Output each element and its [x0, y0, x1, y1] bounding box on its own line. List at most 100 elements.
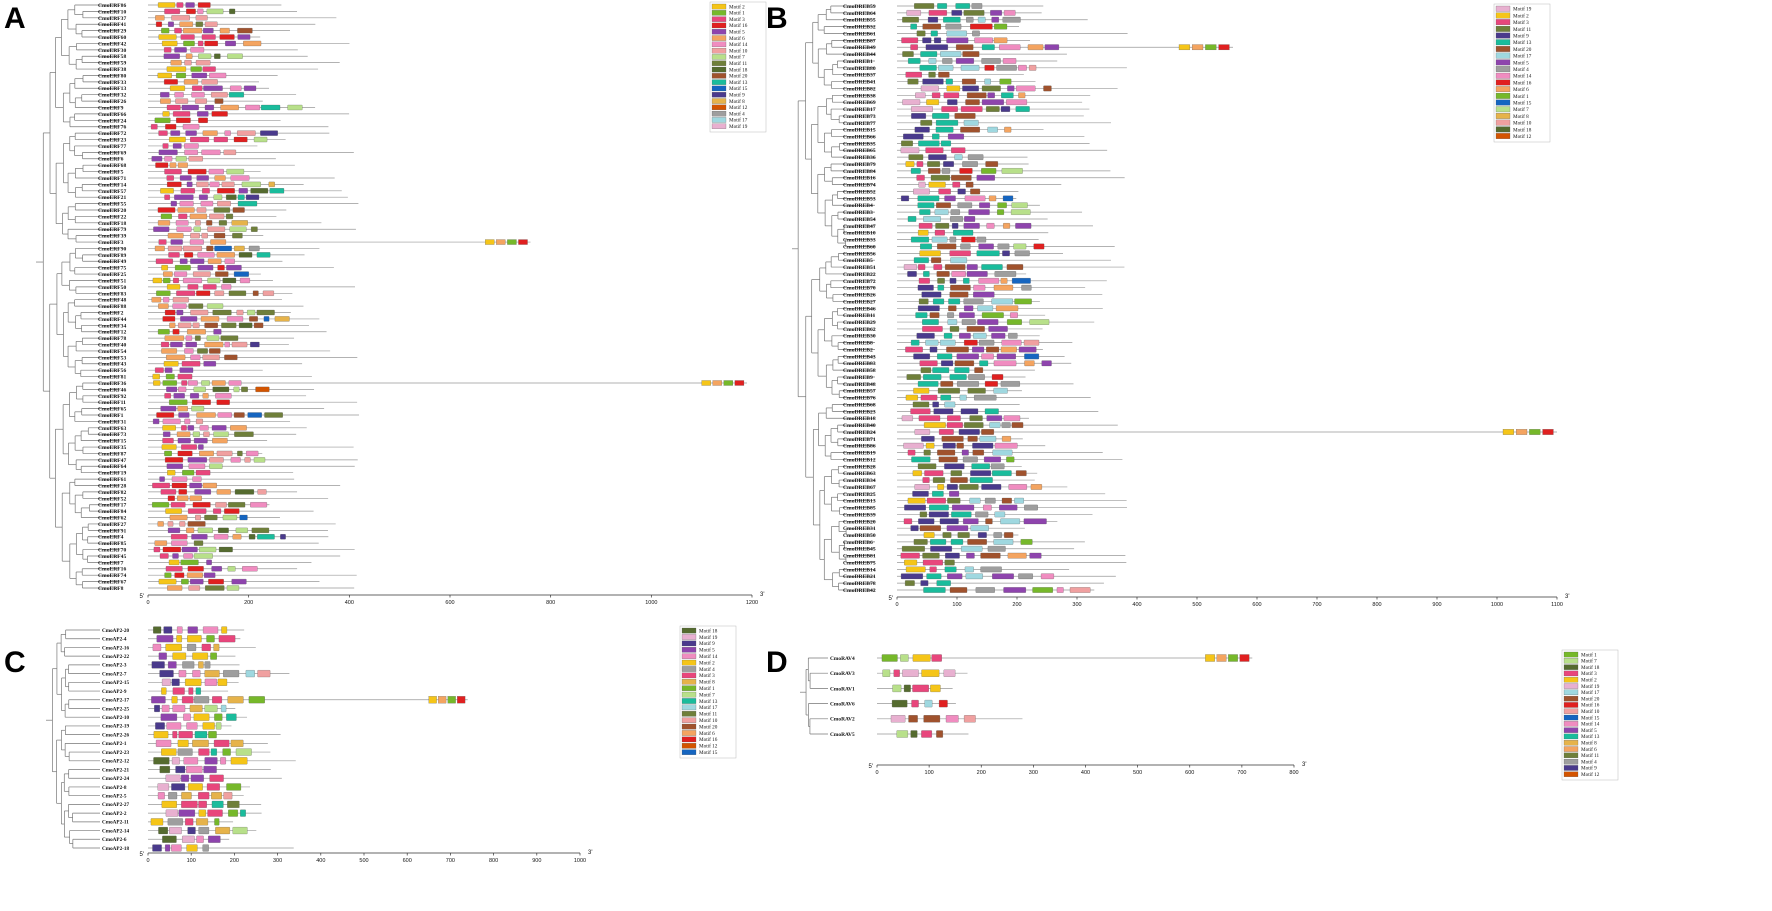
motif-box [1003, 10, 1016, 16]
motif-box [1205, 44, 1217, 51]
gene-name: CmoERF86 [98, 3, 126, 9]
motif-box [171, 540, 188, 546]
gene-row: CmoAP2-10 [102, 713, 248, 721]
motif-box [164, 572, 172, 578]
motif-box [919, 209, 931, 215]
legend-swatch [1563, 758, 1579, 765]
gene-row: CmoRAV4 [830, 654, 1253, 662]
gene-name: CmoERF29 [98, 29, 126, 35]
gene-name: CmoDREB73 [843, 114, 876, 120]
motif-box [179, 521, 186, 527]
motif-box [213, 329, 222, 335]
motif-box [428, 696, 437, 704]
motif-box [944, 195, 956, 202]
motif-box [204, 514, 218, 521]
motif-box [208, 835, 221, 843]
motif-box [916, 174, 925, 181]
motif-box [223, 670, 240, 678]
gene-row: CmoDREB50 [843, 532, 1019, 539]
gene-name: CmoERF12 [98, 330, 126, 336]
motif-box [214, 290, 225, 296]
motif-box [922, 326, 943, 332]
motif-box [987, 126, 998, 133]
motif-box [961, 236, 976, 243]
gene-row: CmoERF53 [98, 354, 358, 361]
motif-box [964, 715, 976, 723]
legend-label: Motif 18 [1513, 126, 1532, 133]
gene-row: CmoDREB61 [843, 30, 1128, 37]
legend-swatch [681, 627, 697, 634]
motif-box [174, 92, 184, 98]
motif-box [923, 587, 946, 593]
motif-box [208, 731, 217, 739]
gene-name: CmoDREB77 [843, 121, 876, 127]
motif-box [166, 104, 181, 111]
motif-box [213, 643, 220, 651]
gene-row: CmoERF16 [98, 566, 298, 573]
motif-box [232, 827, 248, 835]
legend-swatch [1563, 658, 1579, 664]
gene-name: CmoDREB14 [843, 567, 876, 573]
motif-box [165, 774, 181, 782]
motif-box [977, 532, 987, 538]
motif-box [157, 783, 169, 791]
motif-box [213, 431, 229, 437]
gene-name: CmoERF32 [98, 93, 126, 99]
gene-row: CmoDREB3 [843, 209, 1083, 216]
legend-swatch [1495, 106, 1511, 113]
motif-box [937, 484, 945, 490]
motif-box [911, 236, 929, 243]
motif-box [1516, 429, 1528, 435]
motif-box [183, 40, 195, 47]
motif-box [922, 23, 941, 30]
motif-box [181, 774, 190, 782]
gene-row: CmoAP2-23 [102, 748, 271, 756]
axis-tick-label: 400 [1132, 602, 1141, 608]
motif-box [1001, 92, 1014, 99]
legend-swatch [1563, 740, 1579, 746]
motif-box [950, 477, 968, 483]
motif-box [203, 765, 217, 774]
motif-box [231, 341, 248, 348]
legend-swatch [1495, 66, 1511, 72]
motif-box [160, 213, 172, 220]
motif-box [157, 792, 165, 800]
motif-box [203, 431, 210, 437]
motif-box [922, 319, 939, 325]
motif-box [1010, 312, 1018, 318]
motif-box [209, 181, 220, 188]
motif-box [891, 699, 908, 708]
motif-box [237, 34, 251, 40]
motif-box [177, 739, 189, 747]
motif-box [937, 284, 944, 291]
motif-box [923, 422, 946, 428]
motif-box [204, 21, 218, 27]
gene-name: CmoDREB54 [843, 217, 876, 223]
motif-box [981, 85, 1001, 92]
motif-box [163, 53, 180, 59]
motif-box [167, 818, 183, 826]
gene-name: CmoDREB49 [843, 45, 876, 51]
motif-box [994, 23, 1008, 30]
motif-box [965, 99, 980, 105]
legend-label: Motif 2 [1581, 677, 1597, 684]
motif-box [994, 271, 1017, 277]
motif-box [178, 489, 187, 495]
motif-box [210, 652, 217, 660]
motif-box [211, 92, 228, 98]
gene-row: CmoERF7 [98, 559, 312, 566]
motif-box [152, 844, 162, 852]
motif-box [981, 264, 1003, 270]
motif-box [984, 381, 998, 387]
gene-row: CmoAP2-20 [102, 626, 245, 634]
motif-box [164, 457, 184, 463]
motif-box [959, 332, 971, 339]
gene-row: CmoAP2-25 [102, 704, 236, 712]
motif-box [980, 566, 1002, 573]
motif-box [243, 85, 257, 91]
motif-box [1008, 332, 1018, 339]
legend-swatch [1495, 39, 1511, 46]
gene-row: CmoDREB36 [843, 154, 1028, 161]
gene-name: CmoERF85 [98, 541, 126, 547]
